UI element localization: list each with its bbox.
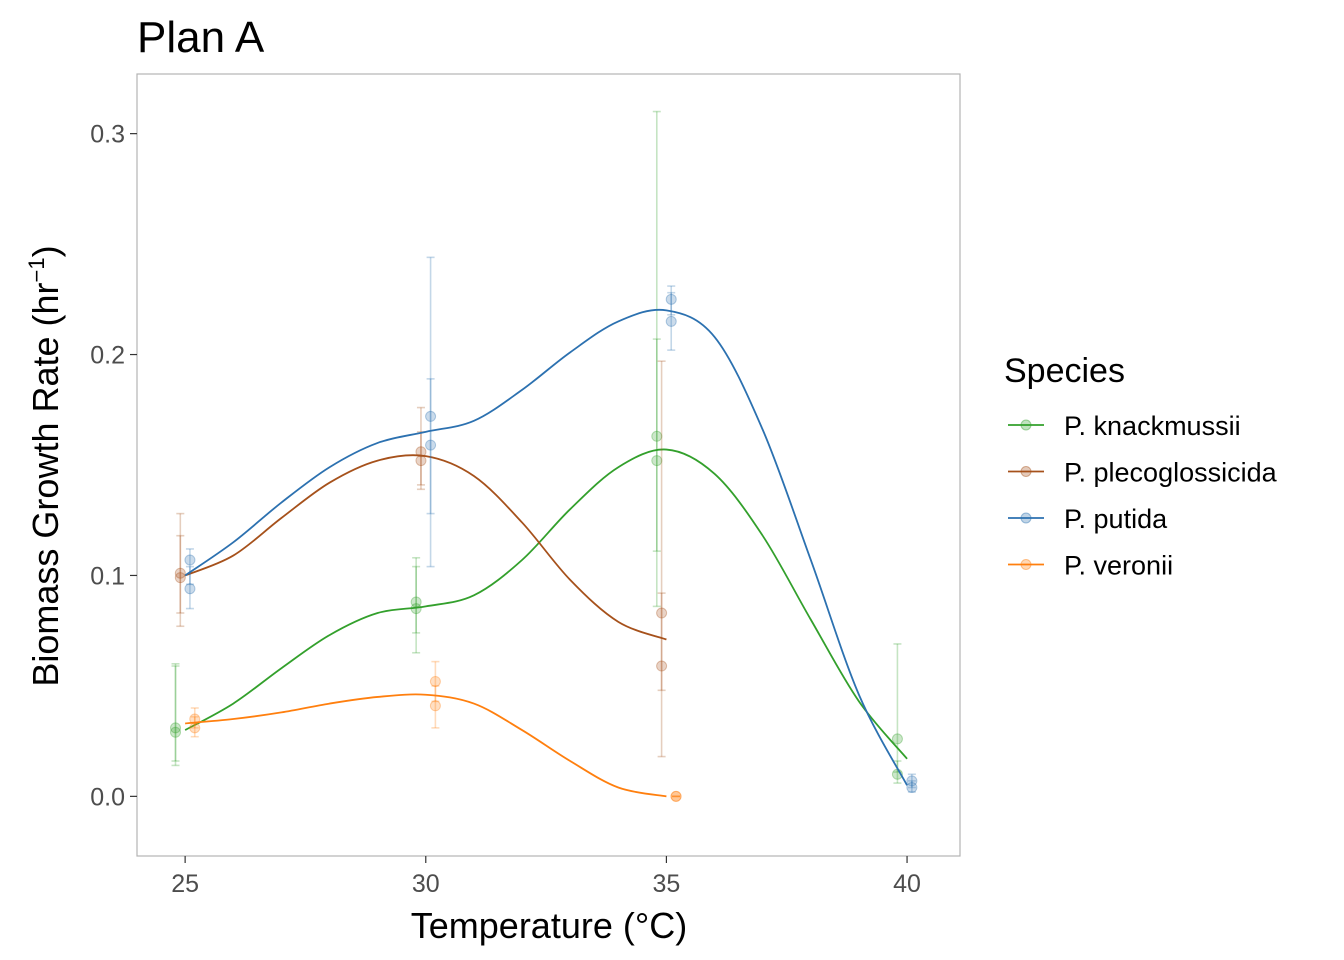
- y-axis-title: Biomass Growth Rate (hr−1): [24, 245, 66, 686]
- legend-key-point: [1020, 559, 1032, 570]
- legend-label: P. plecoglossicida: [1064, 458, 1278, 488]
- data-point: [415, 446, 427, 458]
- data-point: [906, 782, 918, 794]
- data-point: [184, 583, 196, 595]
- data-point: [429, 700, 441, 712]
- y-tick-label: 0.3: [90, 121, 125, 149]
- fit-curve: [184, 454, 667, 641]
- data-point: [429, 675, 441, 687]
- fit-curve: [184, 308, 908, 786]
- plot-panel-border: [136, 73, 961, 857]
- legend: Species P. knackmussii P. plecoglossicida…: [1004, 352, 1278, 581]
- series-p-putida: [184, 256, 918, 794]
- data-point: [174, 567, 186, 579]
- x-axis-title: Temperature (°C): [411, 905, 687, 946]
- data-point: [174, 572, 186, 584]
- data-point: [170, 726, 182, 738]
- y-tick-label: 0.2: [90, 342, 125, 370]
- data-point: [425, 439, 437, 451]
- legend-label: P. veronii: [1064, 551, 1173, 581]
- x-tick-label: 40: [893, 870, 921, 898]
- legend-key: [1008, 512, 1044, 524]
- fit-curve: [185, 693, 667, 798]
- data-point: [656, 607, 668, 619]
- legend-label: P. knackmussii: [1064, 411, 1241, 441]
- series-p-knackmussii: [170, 110, 908, 784]
- legend-key: [1008, 559, 1044, 570]
- x-tick-label: 35: [653, 870, 681, 898]
- x-tick-label: 25: [171, 870, 199, 898]
- x-tick-label: 30: [412, 870, 440, 898]
- data-point: [425, 410, 437, 422]
- y-tick-label: 0.0: [90, 783, 125, 811]
- data-point: [651, 455, 663, 467]
- plot-content: [170, 110, 918, 802]
- data-point: [415, 455, 427, 467]
- legend-key: [1008, 466, 1044, 477]
- legend-key: [1008, 419, 1044, 431]
- series-p-plecoglossicida: [174, 360, 668, 758]
- data-point: [170, 722, 182, 734]
- data-point: [670, 790, 682, 802]
- data-point: [891, 733, 903, 745]
- legend-title: Species: [1004, 352, 1125, 390]
- legend-label: P. putida: [1064, 504, 1168, 534]
- x-axis: 25 30 35 40: [171, 856, 921, 898]
- data-point: [665, 315, 677, 327]
- legend-key-point: [1020, 419, 1032, 431]
- y-axis-title-close: ): [25, 245, 66, 257]
- fit-curve: [184, 448, 908, 760]
- data-point: [189, 722, 201, 734]
- data-point: [906, 775, 918, 787]
- y-axis-title-superscript: −1: [24, 257, 49, 282]
- data-point: [656, 660, 668, 672]
- legend-key-point: [1020, 512, 1032, 524]
- y-axis-title-base: Biomass Growth Rate (hr: [25, 282, 66, 686]
- legend-key-point: [1020, 466, 1032, 477]
- y-tick-label: 0.1: [90, 562, 125, 590]
- data-point: [184, 554, 196, 566]
- chart-title: Plan A: [137, 13, 265, 62]
- y-axis: 0.0 0.1 0.2 0.3: [90, 121, 137, 811]
- series-p-veronii: [185, 660, 682, 802]
- data-point: [665, 293, 677, 305]
- data-point: [670, 790, 682, 802]
- data-point: [651, 430, 663, 442]
